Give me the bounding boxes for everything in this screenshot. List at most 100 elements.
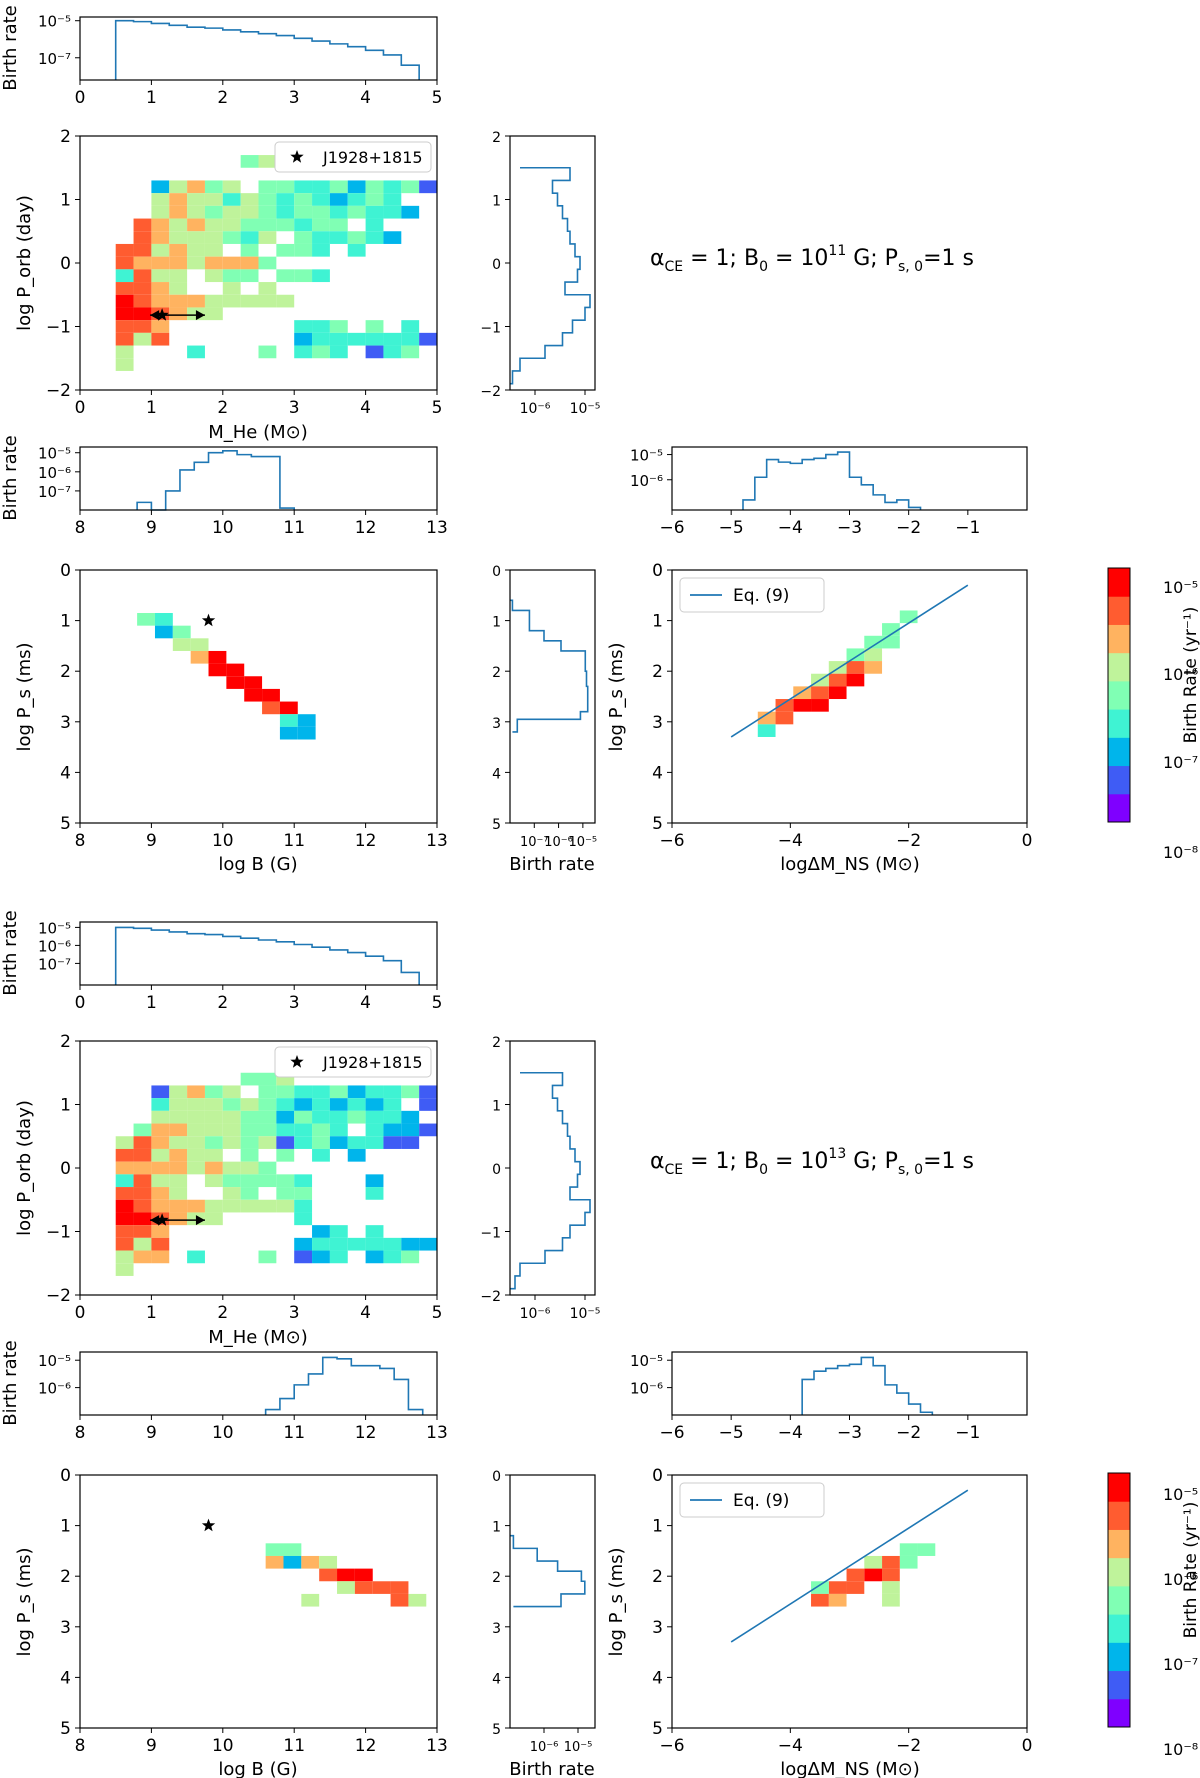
- dmps-heatmap-cell: [882, 635, 900, 649]
- porb-heatmap-cell: [115, 282, 134, 295]
- dmps-heatmap-cell: [864, 661, 883, 674]
- bps-heatmap-cell: [226, 676, 245, 689]
- porb-hist-xtick-label: 10⁻⁶: [520, 1306, 551, 1322]
- porb-heatmap-cell: [115, 307, 134, 321]
- porb-heatmap-cell: [294, 1110, 313, 1124]
- bps-heatmap-cell: [283, 1555, 302, 1569]
- porb-heatmap-cell: [133, 332, 152, 346]
- ps-hist-xtick-label: 10⁻⁶: [530, 1740, 559, 1755]
- mhe-hist-xtick-label: 5: [432, 993, 443, 1013]
- porb-heatmap-cell: [151, 256, 170, 270]
- mhe-hist-line: [114, 19, 420, 80]
- ps-hist-ytick-label: 2: [492, 665, 501, 681]
- porb-heatmap-ytick-label: 2: [60, 127, 71, 147]
- colorbar-segment: [1108, 1529, 1130, 1559]
- porb-heatmap-cell: [151, 320, 170, 333]
- dm-hist-line: [742, 451, 922, 510]
- mhe-hist-xtick-label: 4: [360, 993, 371, 1013]
- porb-heatmap-cell: [187, 294, 205, 308]
- dmps-heatmap-cell: [846, 661, 865, 674]
- porb-heatmap-cell: [169, 282, 188, 295]
- porb-legend-text: J1928+1815: [322, 148, 423, 167]
- porb-heatmap-cell: [294, 332, 313, 346]
- porb-hist-ytick-label: 0: [492, 257, 501, 273]
- porb-heatmap-cell: [329, 218, 348, 232]
- bps-heatmap-ytick-label: 3: [60, 713, 71, 733]
- colorbar-segment: [1108, 709, 1130, 738]
- porb-heatmap-cell: [187, 231, 205, 244]
- porb-heatmap-cell: [133, 243, 152, 257]
- dmps-heatmap-cell: [846, 1568, 865, 1582]
- porb-heatmap-cell: [276, 205, 295, 219]
- dmps-heatmap-cell: [775, 711, 794, 725]
- bps-heatmap-ytick-label: 5: [60, 1719, 71, 1739]
- porb-heatmap-cell: [133, 1212, 152, 1226]
- porb-heatmap-cell: [169, 1085, 188, 1099]
- porb-heatmap-cell: [222, 1161, 241, 1175]
- legend-star-icon: [290, 150, 304, 163]
- mhe-hist-xtick-label: 0: [75, 993, 86, 1013]
- b-hist-ytick-label: 10⁻⁷: [38, 483, 71, 501]
- dmps-heatmap-ytick-label: 4: [652, 763, 663, 783]
- porb-heatmap-cell: [276, 294, 295, 308]
- ps-hist-line: [510, 599, 589, 733]
- porb-hist-frame: [509, 135, 596, 391]
- porb-heatmap-cell: [419, 180, 437, 194]
- porb-heatmap-cell: [133, 320, 152, 333]
- porb-heatmap-cell: [276, 1123, 295, 1137]
- porb-heatmap-cell: [383, 231, 402, 244]
- porb-heatmap-cell: [383, 193, 402, 206]
- dmps-heatmap-cell: [828, 1581, 847, 1594]
- bps-heatmap-cell: [390, 1581, 409, 1594]
- porb-heatmap-cell: [329, 1250, 348, 1264]
- mhe-hist-ylabel: Birth rate: [0, 910, 21, 996]
- porb-heatmap-cell: [169, 1212, 188, 1226]
- dmps-heatmap-xtick-label: −2: [896, 831, 921, 851]
- porb-heatmap-cell: [222, 1174, 241, 1188]
- porb-heatmap-cell: [187, 1161, 205, 1175]
- porb-heatmap-xtick-label: 1: [146, 398, 157, 418]
- porb-heatmap-cell: [312, 243, 330, 257]
- mhe-hist-ytick-label: 10⁻⁵: [38, 919, 71, 937]
- porb-heatmap-cell: [115, 1148, 134, 1162]
- bps-heatmap-cell: [301, 1593, 320, 1607]
- mhe-hist-xtick-label: 2: [217, 88, 228, 108]
- porb-heatmap-cell: [133, 1237, 152, 1251]
- porb-heatmap-cell: [115, 1187, 134, 1200]
- bps-heatmap-ylabel: log P_s (ms): [14, 642, 35, 751]
- porb-heatmap-cell: [240, 243, 259, 257]
- porb-heatmap-cell: [151, 1161, 170, 1175]
- bps-heatmap-cell: [244, 688, 263, 702]
- porb-heatmap-cell: [294, 1237, 313, 1251]
- ps-hist-ytick-label: 2: [492, 1570, 501, 1586]
- porb-heatmap-cell: [347, 231, 366, 244]
- b-hist-xtick-label: 11: [283, 1423, 305, 1443]
- bps-heatmap-cell: [297, 726, 316, 740]
- porb-heatmap-cell: [151, 282, 170, 295]
- porb-heatmap-cell: [365, 231, 384, 244]
- porb-heatmap-cell: [401, 320, 420, 333]
- dmps-heatmap-xlabel: logΔM_NS (M⊙): [780, 854, 920, 875]
- bps-heatmap-xtick-label: 9: [146, 1736, 157, 1756]
- porb-hist-ytick-label: −2: [480, 1289, 501, 1305]
- dmps-heatmap-cell: [757, 724, 776, 737]
- porb-heatmap-cell: [204, 1123, 223, 1137]
- bps-heatmap-xtick-label: 10: [212, 831, 234, 851]
- porb-heatmap-cell: [329, 332, 348, 346]
- porb-hist-xtick-label: 10⁻⁶: [520, 401, 551, 417]
- porb-heatmap-cell: [258, 1136, 277, 1149]
- porb-heatmap-cell: [312, 1225, 330, 1238]
- porb-heatmap-cell: [329, 193, 348, 206]
- porb-heatmap-cell: [115, 358, 134, 371]
- porb-heatmap-cell: [115, 1212, 134, 1226]
- porb-heatmap-cell: [204, 180, 223, 194]
- porb-heatmap-cell: [419, 1085, 437, 1099]
- porb-heatmap-cell: [419, 1098, 437, 1111]
- porb-heatmap-cell: [169, 1148, 188, 1162]
- porb-heatmap-cell: [187, 180, 205, 194]
- dm-hist-frame: [671, 1351, 1028, 1416]
- j1928-star-icon: [155, 308, 169, 321]
- porb-heatmap-cell: [187, 1098, 205, 1111]
- bps-heatmap-cell: [208, 650, 227, 664]
- porb-heatmap-cell: [365, 180, 384, 194]
